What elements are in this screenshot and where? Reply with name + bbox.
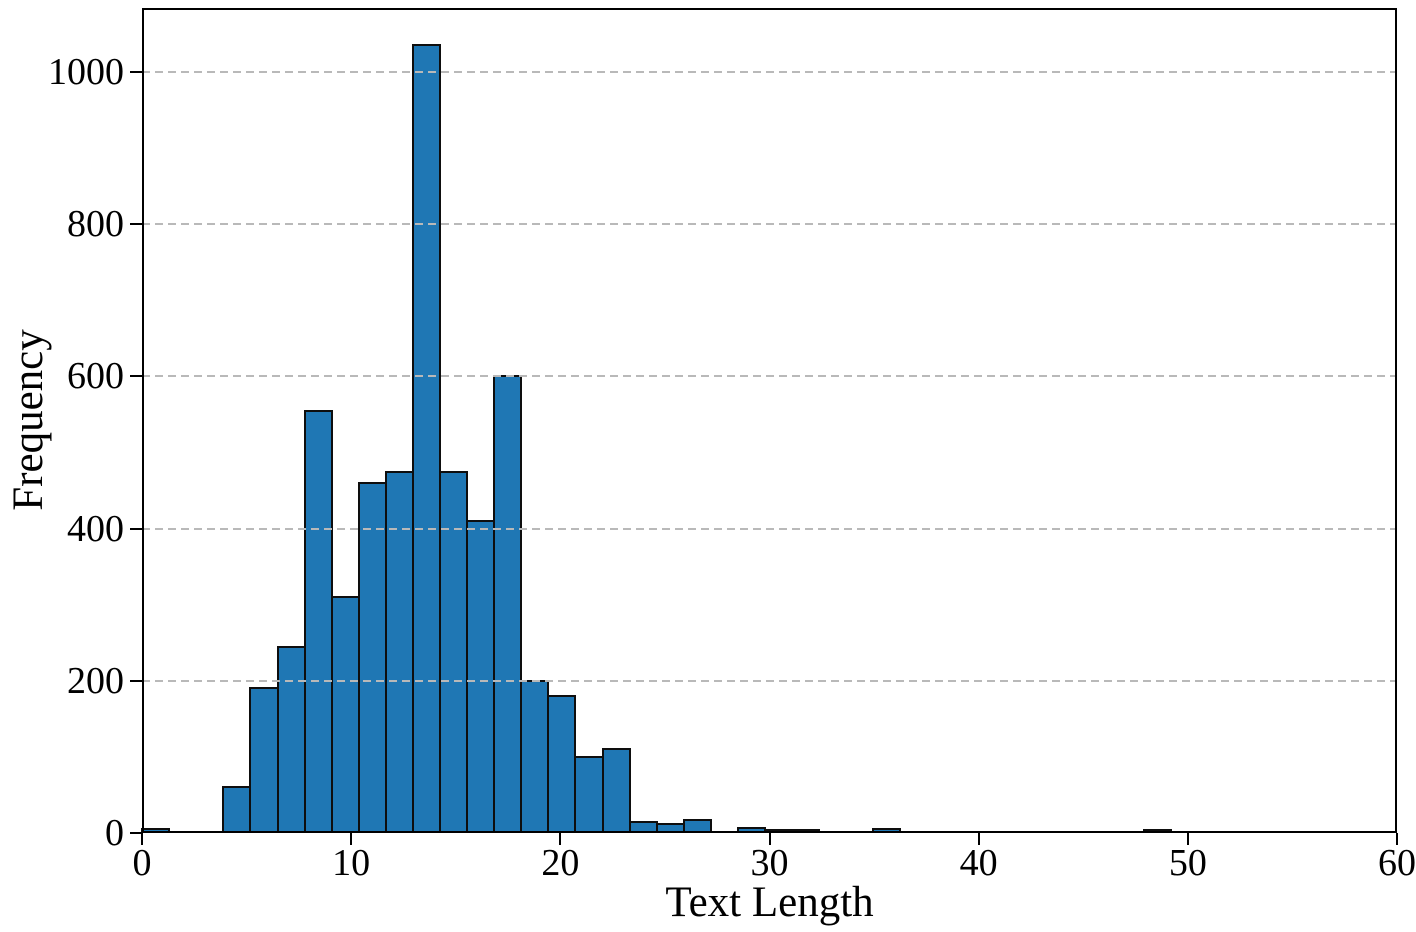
histogram-bar <box>303 409 333 833</box>
x-tick-mark <box>141 833 143 845</box>
histogram-bar <box>628 820 658 833</box>
y-tick-label: 200 <box>67 659 124 702</box>
histogram-bar <box>357 481 387 833</box>
y-tick-label: 800 <box>67 203 124 246</box>
x-tick-mark <box>1396 833 1398 845</box>
histogram-bar <box>601 748 631 833</box>
histogram-bar <box>249 687 279 833</box>
histogram-bar <box>384 470 414 833</box>
histogram-bar <box>872 828 902 833</box>
gridline <box>142 375 1397 378</box>
gridline <box>142 70 1397 73</box>
y-tick-mark <box>130 679 142 682</box>
histogram-bar <box>141 828 171 833</box>
plot-area <box>141 8 1397 833</box>
histogram-bar <box>330 596 360 833</box>
histogram-bar <box>439 470 469 833</box>
histogram-bar <box>411 44 442 833</box>
x-tick-mark <box>977 833 980 845</box>
histogram-bar <box>466 519 496 833</box>
histogram-bar <box>682 819 712 833</box>
histogram-bar <box>520 679 550 833</box>
y-tick-label: 400 <box>67 507 124 550</box>
x-tick-label: 10 <box>332 842 371 884</box>
y-tick-label: 600 <box>67 355 124 398</box>
histogram-bar <box>791 829 821 833</box>
histogram-bar <box>736 826 767 833</box>
gridline <box>142 223 1397 226</box>
y-tick-label: 1000 <box>48 50 124 93</box>
x-axis-label: Text Length <box>665 879 874 926</box>
x-tick-label: 50 <box>1168 842 1207 884</box>
histogram-bar <box>1143 829 1173 833</box>
x-tick-label: 40 <box>959 842 998 884</box>
y-tick-mark <box>130 223 142 226</box>
histogram-bar <box>276 645 306 833</box>
x-tick-mark <box>768 833 771 845</box>
y-tick-mark <box>130 527 142 530</box>
y-tick-mark <box>130 70 142 73</box>
x-tick-mark <box>1186 833 1189 845</box>
gridline <box>142 527 1397 530</box>
y-tick-mark <box>130 375 142 378</box>
histogram-bar <box>547 695 577 833</box>
gridline <box>142 679 1397 682</box>
histogram-bar <box>574 755 604 833</box>
x-tick-label: 30 <box>750 842 789 884</box>
histogram-bar <box>655 822 685 833</box>
y-tick-mark <box>130 832 142 834</box>
histogram-bar <box>222 786 252 833</box>
y-tick-label: 0 <box>105 812 124 854</box>
x-tick-label: 60 <box>1378 842 1416 884</box>
x-tick-mark <box>559 833 562 845</box>
x-tick-label: 20 <box>541 842 580 884</box>
x-tick-label: 0 <box>132 842 152 884</box>
x-tick-mark <box>350 833 353 845</box>
histogram-bar <box>493 375 523 833</box>
